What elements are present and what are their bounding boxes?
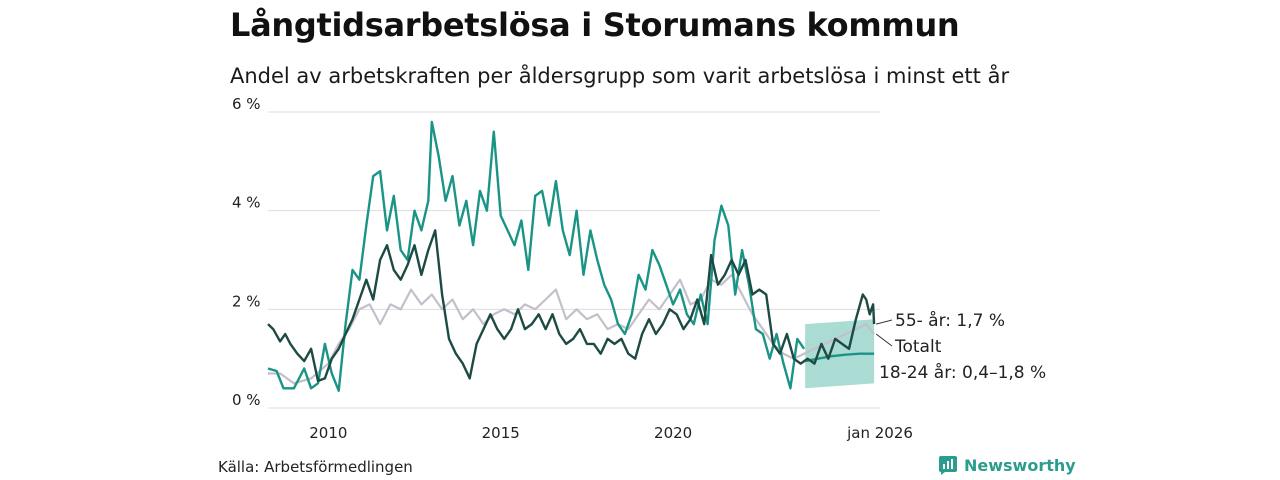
source-note: Källa: Arbetsförmedlingen	[218, 458, 413, 476]
band-18-24	[805, 319, 875, 389]
series-lines	[267, 120, 876, 392]
y-tick-label: 0 %	[232, 391, 261, 409]
x-tick-label: 2010	[309, 424, 347, 442]
chart-subtitle: Andel av arbetskraften per åldersgrupp s…	[230, 64, 1010, 88]
brand-name: Newsworthy	[964, 455, 1076, 475]
series-end-label: Totalt	[894, 337, 942, 357]
y-tick-label: 6 %	[232, 95, 261, 113]
x-tick-label: jan 2026	[846, 424, 913, 442]
chart-title: Långtidsarbetslösa i Storumans kommun	[230, 6, 960, 44]
series-end-label: 55- år: 1,7 %	[895, 310, 1005, 331]
newsworthy-icon	[939, 456, 957, 475]
brand-logo: Newsworthy	[938, 455, 1076, 475]
series-line-18-24-r	[267, 120, 806, 392]
grid-lines	[268, 111, 880, 409]
confidence-band	[805, 319, 875, 389]
y-tick-label: 4 %	[232, 194, 261, 212]
series-line-totalt	[268, 273, 875, 385]
x-tick-label: 2020	[654, 424, 692, 442]
label-leader	[876, 319, 893, 325]
series-line-55-r	[267, 229, 876, 383]
axes-labels: 0 % 2 % 4 % 6 % 2010 2015 2020 jan 2026	[232, 95, 913, 442]
label-leader	[875, 333, 893, 347]
y-tick-label: 2 %	[232, 292, 261, 310]
series-end-label: 18-24 år: 0,4–1,8 %	[879, 362, 1046, 383]
x-tick-label: 2015	[482, 424, 520, 442]
series-labels: 55- år: 1,7 % Totalt 18-24 år: 0,4–1,8 %	[875, 310, 1046, 383]
